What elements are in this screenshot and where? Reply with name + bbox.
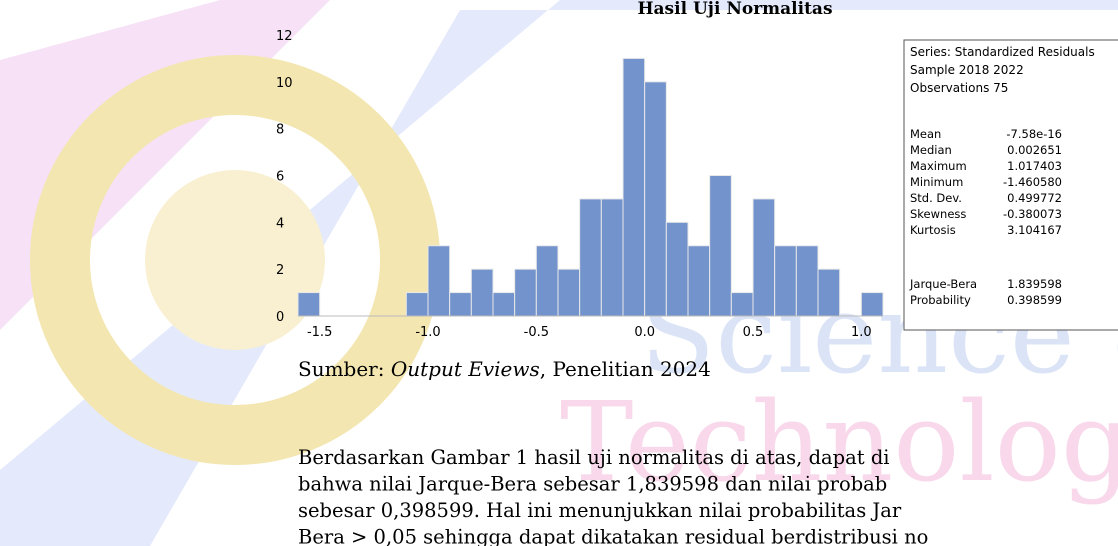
- stat-value: -0.380073: [1003, 207, 1062, 221]
- caption-suffix: , Penelitian 2024: [540, 357, 711, 381]
- bar: [666, 222, 688, 316]
- bar: [688, 246, 710, 316]
- caption-source: Output Eviews: [391, 357, 540, 381]
- test-label: Jarque-Bera: [909, 277, 977, 291]
- x-tick-label: -1.0: [415, 325, 440, 340]
- chart-title: Hasil Uji Normalitas: [637, 0, 832, 19]
- y-tick-label: 12: [276, 29, 293, 44]
- bar: [428, 246, 450, 316]
- stat-label: Median: [910, 143, 952, 157]
- page: Science & Technolog Hasil Uji Normalitas…: [0, 0, 1118, 546]
- paragraph-line: Bera > 0,05 sehingga dapat dikatakan res…: [298, 526, 928, 546]
- test-value: 1.839598: [1007, 277, 1062, 291]
- stat-value: 1.017403: [1007, 159, 1062, 173]
- bar: [298, 293, 320, 316]
- bar: [796, 246, 818, 316]
- test-label: Probability: [910, 293, 971, 307]
- y-tick-label: 8: [276, 123, 284, 138]
- x-tick-label: 0.0: [634, 325, 655, 340]
- stat-label: Maximum: [910, 159, 967, 173]
- bar: [558, 269, 580, 316]
- bar: [710, 176, 732, 317]
- y-tick-label: 10: [276, 76, 293, 91]
- y-tick-label: 6: [276, 170, 284, 185]
- bar: [493, 293, 515, 316]
- stat-value: 0.002651: [1007, 143, 1062, 157]
- bar: [450, 293, 472, 316]
- stat-label: Mean: [910, 127, 941, 141]
- bar: [861, 293, 883, 316]
- stat-value: 3.104167: [1007, 223, 1062, 237]
- bar: [818, 269, 840, 316]
- x-tick-label: 1.0: [851, 325, 872, 340]
- stats-header: Series: Standardized Residuals: [910, 45, 1095, 59]
- paragraph-line: sebesar 0,398599. Hal ini menunjukkan ni…: [298, 499, 902, 522]
- stat-label: Skewness: [910, 207, 966, 221]
- bar: [775, 246, 797, 316]
- stat-label: Kurtosis: [910, 223, 956, 237]
- bar: [471, 269, 493, 316]
- watermark-logo: [145, 170, 325, 350]
- bar: [536, 246, 558, 316]
- caption: Sumber: Output Eviews, Penelitian 2024: [298, 357, 711, 381]
- y-tick-label: 4: [276, 216, 284, 231]
- bar: [515, 269, 537, 316]
- caption-prefix: Sumber:: [298, 357, 391, 381]
- x-tick-label: -1.5: [307, 325, 332, 340]
- y-tick-label: 2: [276, 263, 284, 278]
- bar: [601, 199, 623, 316]
- paragraph-line: Berdasarkan Gambar 1 hasil uji normalita…: [298, 446, 890, 469]
- bar: [580, 199, 602, 316]
- x-tick-label: 0.5: [743, 325, 764, 340]
- stat-label: Minimum: [910, 175, 963, 189]
- y-tick-label: 0: [276, 310, 284, 325]
- x-tick-label: -0.5: [524, 325, 549, 340]
- bar: [623, 58, 645, 316]
- stat-label: Std. Dev.: [910, 191, 962, 205]
- test-value: 0.398599: [1007, 293, 1062, 307]
- bar: [406, 293, 428, 316]
- stat-value: -7.58e-16: [1006, 127, 1062, 141]
- stat-value: 0.499772: [1007, 191, 1062, 205]
- bar: [645, 82, 667, 316]
- paragraph-line: bahwa nilai Jarque-Bera sebesar 1,839598…: [298, 473, 887, 496]
- stats-header: Observations 75: [910, 81, 1008, 95]
- bar: [731, 293, 753, 316]
- stat-value: -1.460580: [1003, 175, 1062, 189]
- bar: [753, 199, 775, 316]
- page-canvas: Science & Technolog Hasil Uji Normalitas…: [0, 0, 1118, 546]
- stats-header: Sample 2018 2022: [910, 63, 1024, 77]
